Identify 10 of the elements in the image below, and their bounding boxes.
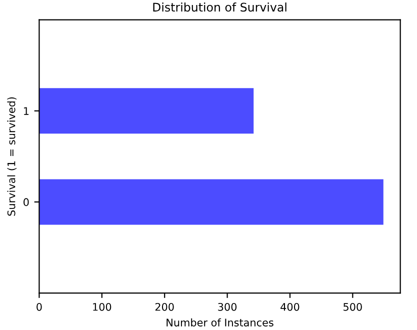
y-tick-label: 1 [24,107,29,115]
x-axis-title: Number of Instances [166,318,274,326]
chart-title: Distribution of Survival [153,2,286,12]
y-axis-title: Survival (1 = survived) [7,97,16,216]
x-tick-label: 300 [218,302,237,311]
x-tick-label: 400 [280,302,300,311]
x-tick-label: 200 [155,302,174,311]
x-tick-label: 100 [93,302,112,311]
x-tick-label: 500 [344,302,362,311]
x-tick-label: 0 [36,302,42,311]
